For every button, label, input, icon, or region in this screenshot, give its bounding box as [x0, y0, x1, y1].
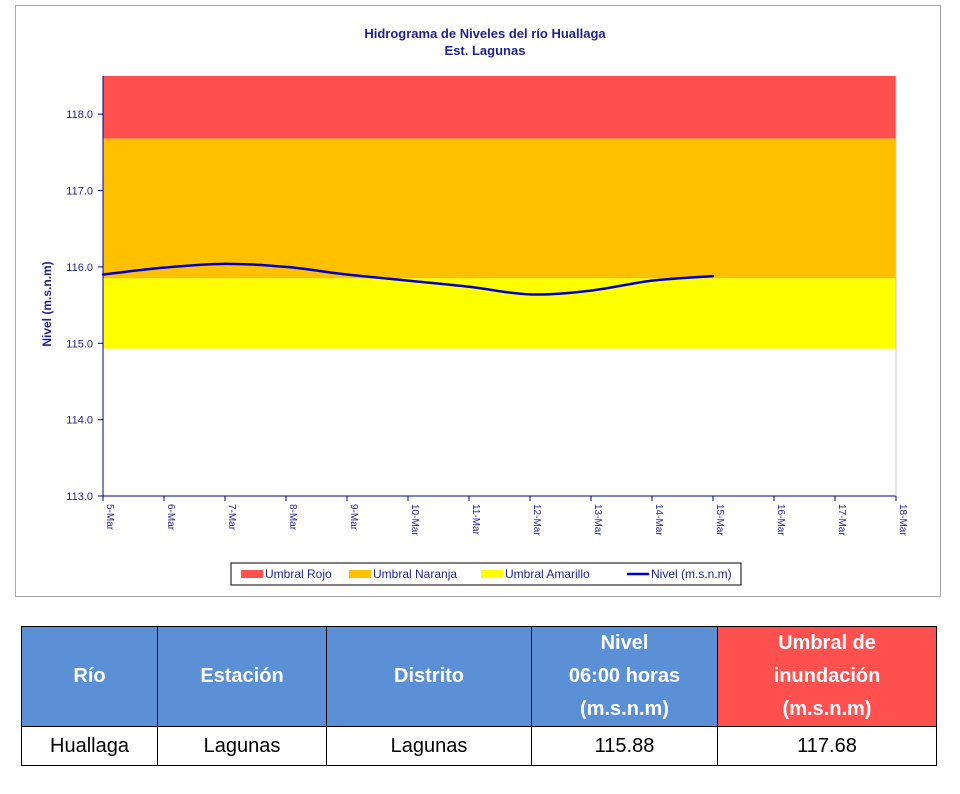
header-distrito: Distrito — [326, 626, 532, 727]
station-table: Río Estación Distrito Nivel 06:00 horas … — [21, 626, 937, 766]
y-tick-label: 115.0 — [66, 338, 93, 350]
chart-frame: Hidrograma de Niveles del río Huallaga E… — [15, 5, 941, 597]
x-tick-label: 6-Mar — [165, 504, 176, 531]
data-point — [284, 265, 288, 269]
x-tick-label: 11-Mar — [470, 504, 481, 536]
x-tick-label: 13-Mar — [592, 504, 603, 536]
cell-distrito: Lagunas — [326, 726, 532, 766]
x-tick-label: 16-Mar — [775, 504, 786, 536]
data-point — [528, 293, 532, 296]
axes: 113.0 114.0 115.0 116.0 117.0 118.0 5-Mar 6-Mar… — [66, 76, 908, 536]
y-tick-label: 118.0 — [66, 109, 93, 121]
x-tick-label: 7-Mar — [226, 504, 237, 531]
x-tick-label: 12-Mar — [531, 504, 542, 536]
chart-legend: Umbral Rojo Umbral Naranja Umbral Amarillo… — [230, 562, 742, 586]
data-point — [589, 289, 593, 292]
x-tick-label: 9-Mar — [348, 504, 359, 531]
data-point — [345, 273, 349, 276]
legend-swatch — [241, 570, 263, 578]
legend-label: Umbral Naranja — [373, 567, 457, 581]
header-umbral: Umbral de inundación (m.s.n.m) — [717, 626, 937, 727]
table-row: Huallaga Lagunas Lagunas 115.88 117.68 — [21, 726, 937, 766]
cell-umbral: 117.68 — [717, 726, 937, 766]
table-header-row: Río Estación Distrito Nivel 06:00 horas … — [21, 626, 937, 727]
legend-swatch — [349, 570, 371, 578]
x-tick-label: 15-Mar — [714, 504, 725, 536]
x-tick-label: 17-Mar — [836, 504, 847, 536]
legend-label: Umbral Amarillo — [505, 567, 590, 581]
x-tick-label: 5-Mar — [104, 504, 115, 531]
x-tick-label: 10-Mar — [409, 504, 420, 536]
band-3 — [103, 278, 896, 349]
data-point — [162, 266, 166, 269]
y-tick-label: 114.0 — [66, 415, 93, 427]
data-point — [711, 274, 715, 278]
x-tick-label: 8-Mar — [287, 504, 298, 531]
cell-nivel: 115.88 — [531, 726, 718, 766]
legend-swatch — [481, 570, 503, 578]
legend-label: Umbral Rojo — [265, 567, 332, 581]
y-tick-label: 117.0 — [66, 186, 93, 198]
hydrograph-chart: Hidrograma de Niveles del río Huallaga E… — [40, 26, 908, 586]
y-tick-label: 116.0 — [66, 262, 93, 274]
x-tick-label: 14-Mar — [653, 504, 664, 536]
header-nivel: Nivel 06:00 horas (m.s.n.m) — [531, 626, 718, 727]
data-point — [467, 285, 471, 288]
chart-title: Hidrograma de Niveles del río Huallaga — [364, 26, 606, 41]
y-axis-label: Nivel (m.s.n.m) — [40, 261, 54, 346]
y-tick-label: 113.0 — [66, 491, 93, 503]
band-1 — [103, 76, 896, 139]
data-point — [101, 273, 105, 276]
header-estacion: Estación — [157, 626, 327, 727]
cell-estacion: Lagunas — [157, 726, 327, 766]
threshold-bands — [103, 76, 896, 349]
x-tick-label: 18-Mar — [897, 504, 908, 536]
data-point — [406, 279, 410, 282]
header-rio: Río — [21, 626, 158, 727]
data-point — [650, 279, 654, 282]
data-point — [223, 262, 227, 266]
series-layer — [101, 262, 715, 296]
cell-rio: Huallaga — [21, 726, 158, 766]
chart-subtitle: Est. Lagunas — [445, 43, 526, 58]
legend-label: Nivel (m.s.n.m) — [651, 567, 732, 581]
band-2 — [103, 138, 896, 279]
